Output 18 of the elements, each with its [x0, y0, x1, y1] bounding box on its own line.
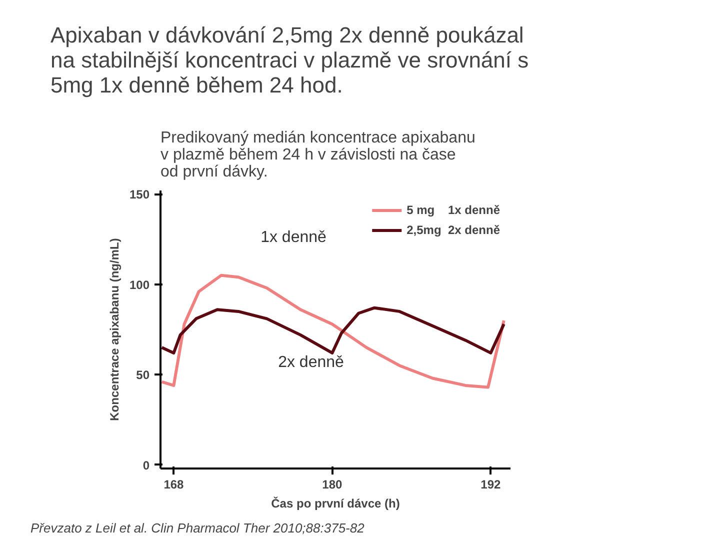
y-tick-label: 100 [129, 278, 150, 292]
x-axis-title: Čas po první dávce (h) [271, 496, 400, 510]
y-tick-label: 0 [142, 458, 150, 472]
legend-label: 5 mg 1x denně [406, 203, 500, 217]
y-tick-label: 50 [136, 368, 150, 382]
annotation: 2x denně [278, 354, 344, 372]
chart-subtitle: Predikovaný medián koncentrace apixabanu v plazmě během 24 h v závislosti na čase od první dávky. [160, 130, 476, 180]
x-tick-label: 180 [322, 478, 343, 492]
y-axis-title: Koncentrace apixabanu (ng/mL) [107, 238, 122, 421]
x-tick-label: 192 [480, 478, 502, 492]
annotation: 1x denně [260, 229, 327, 246]
text: Převzato z Leil et al. Clin Pharmacol Ther 2010;88:375-82 [30, 520, 366, 536]
legend-label: 2,5mg 2x denně [406, 223, 500, 237]
line-series [160, 306, 506, 354]
x-tick-label: 168 [164, 478, 184, 492]
y-tick-label: 150 [129, 188, 150, 202]
chart-title: Apixaban v dávkování 2,5mg 2x denně poukázal na stabilnější koncentraci v plazmě ve srovnání s 5mg 1x denně během 24 hod. [50, 22, 529, 98]
line-series [160, 274, 506, 389]
